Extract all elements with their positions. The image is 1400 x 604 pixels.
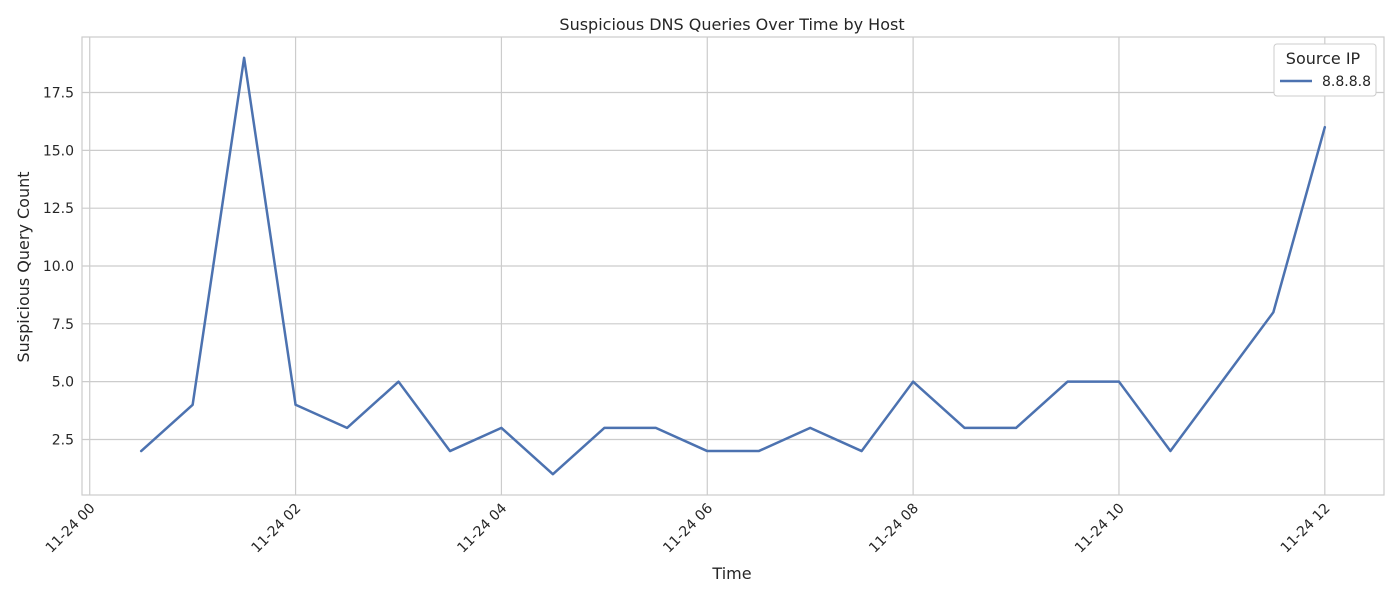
x-tick-label: 11-24 08: [866, 501, 922, 557]
legend-title: Source IP: [1286, 49, 1361, 68]
y-tick-label: 7.5: [52, 317, 74, 333]
y-axis-label: Suspicious Query Count: [14, 171, 33, 362]
x-tick-label: 11-24 04: [454, 500, 510, 556]
x-tick-label: 11-24 00: [43, 501, 99, 557]
x-tick-label: 11-24 06: [660, 500, 716, 556]
legend-entry-8-8-8-8: 8.8.8.8: [1322, 74, 1371, 90]
y-tick-label: 15.0: [43, 143, 74, 159]
series-line-8-8-8-8: [139, 56, 1327, 476]
x-tick-label: 11-24 10: [1072, 501, 1128, 557]
legend-box: [1273, 43, 1377, 97]
x-axis-ticks: 11-24 00 11-24 02 11-24 04 11-24 06 11-24 08…: [43, 500, 1334, 556]
grid-lines: [82, 37, 1384, 495]
y-tick-label: 10.0: [43, 259, 74, 275]
x-tick-label: 11-24 12: [1278, 501, 1334, 557]
y-tick-label: 5.0: [52, 375, 74, 391]
legend: Source IP 8.8.8.8: [1273, 43, 1377, 97]
x-axis-label: Time: [711, 564, 751, 583]
series-lines: [139, 56, 1327, 476]
chart-title: Suspicious DNS Queries Over Time by Host: [559, 15, 904, 34]
y-tick-label: 17.5: [43, 86, 74, 102]
y-tick-label: 12.5: [43, 201, 74, 217]
x-tick-label: 11-24 02: [249, 501, 305, 557]
y-axis-ticks: 2.5 5.0 7.5 10.0 12.5 15.0 17.5: [43, 86, 74, 449]
y-tick-label: 2.5: [52, 432, 74, 448]
